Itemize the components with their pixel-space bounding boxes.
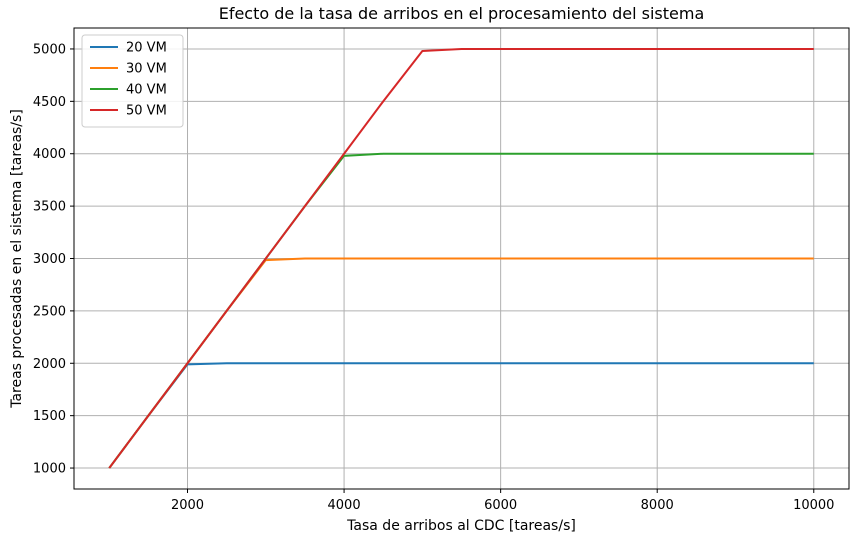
y-tick-label: 5000 <box>33 42 66 57</box>
y-tick-label: 3500 <box>33 200 66 215</box>
series-line-20-vm <box>108 362 814 469</box>
series-line-50-vm <box>108 47 814 469</box>
series-lines <box>108 47 814 469</box>
x-tick-label: 10000 <box>793 498 834 513</box>
legend-label: 40 VM <box>126 83 167 98</box>
chart-title: Efecto de la tasa de arribos en el proce… <box>219 4 705 23</box>
legend: 20 VM 30 VM 40 VM 50 VM <box>81 34 184 128</box>
y-axis-label: Tareas procesadas en el sistema [tareas/… <box>9 109 25 409</box>
y-tick-label: 1000 <box>33 462 66 477</box>
x-tick-label: 8000 <box>641 498 674 513</box>
x-axis-label: Tasa de arribos al CDC [tareas/s] <box>346 518 576 534</box>
x-tick-label: 2000 <box>171 498 204 513</box>
y-tick-label: 2000 <box>33 357 66 372</box>
y-tick-label: 2500 <box>33 304 66 319</box>
x-tick-label: 6000 <box>484 498 517 513</box>
legend-label: 50 VM <box>126 104 167 119</box>
axis-ticks: 2000 4000 6000 8000 10000 1000 1500 2000 2500 300… <box>33 42 835 513</box>
legend-label: 20 VM <box>126 41 167 56</box>
legend-label: 30 VM <box>126 62 167 77</box>
legend-box <box>81 34 184 128</box>
y-tick-label: 3000 <box>33 252 66 267</box>
y-tick-label: 4000 <box>33 147 66 162</box>
y-tick-label: 4500 <box>33 95 66 110</box>
x-tick-label: 4000 <box>328 498 361 513</box>
y-tick-label: 1500 <box>33 409 66 424</box>
